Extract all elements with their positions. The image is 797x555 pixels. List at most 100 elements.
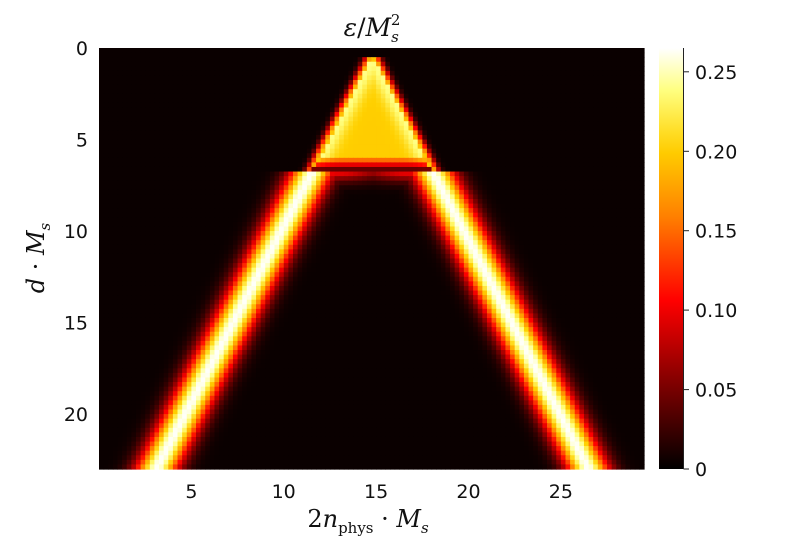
heatmap-cell xyxy=(463,107,470,113)
heatmap-cell xyxy=(417,125,423,131)
heatmap-cell xyxy=(440,125,446,131)
heatmap-cell xyxy=(288,61,294,67)
heatmap-cell xyxy=(242,48,248,54)
heatmap-cell xyxy=(279,203,285,209)
heatmap-cell xyxy=(413,203,419,209)
heatmap-cell xyxy=(394,162,400,168)
heatmap-cell xyxy=(325,107,331,113)
heatmap-cell xyxy=(191,98,197,104)
heatmap-cell xyxy=(260,52,266,58)
heatmap-cell xyxy=(117,240,123,246)
heatmap-cell xyxy=(357,116,363,122)
heatmap-cell xyxy=(260,189,266,196)
heatmap-cell xyxy=(468,194,474,200)
heatmap-cell xyxy=(163,130,169,136)
heatmap-cell xyxy=(343,221,350,228)
heatmap-cell xyxy=(103,144,109,150)
heatmap-cell xyxy=(209,93,216,99)
heatmap-cell xyxy=(403,102,410,109)
heatmap-cell xyxy=(560,112,567,118)
heatmap-cell xyxy=(440,112,446,118)
heatmap-cell xyxy=(274,139,280,145)
heatmap-cell xyxy=(473,80,479,86)
heatmap-cell xyxy=(519,199,525,205)
heatmap-cell xyxy=(611,112,617,118)
heatmap-cell xyxy=(486,57,493,63)
heatmap-cell xyxy=(182,166,188,173)
heatmap-cell xyxy=(602,125,608,131)
heatmap-cell xyxy=(306,112,313,118)
heatmap-cell xyxy=(334,121,340,127)
heatmap-cell xyxy=(191,102,197,109)
heatmap-cell xyxy=(366,116,373,122)
heatmap-cell xyxy=(445,130,451,136)
heatmap-cell xyxy=(486,176,493,182)
heatmap-cell xyxy=(611,217,617,223)
heatmap-cell xyxy=(348,171,354,177)
heatmap-cell xyxy=(122,226,128,232)
heatmap-cell xyxy=(560,157,567,164)
heatmap-cell xyxy=(505,134,511,141)
heatmap-cell xyxy=(620,194,627,200)
heatmap-cell xyxy=(528,89,534,95)
heatmap-cell xyxy=(500,180,507,186)
heatmap-cell xyxy=(140,102,146,109)
heatmap-cell xyxy=(417,153,423,159)
heatmap-cell xyxy=(325,121,331,127)
heatmap-cell xyxy=(242,102,248,109)
heatmap-cell xyxy=(486,139,493,145)
heatmap-cell xyxy=(329,235,336,241)
heatmap-cell xyxy=(560,185,567,191)
heatmap-cell xyxy=(528,66,534,72)
heatmap-cell xyxy=(510,185,516,191)
heatmap-cell xyxy=(547,61,553,67)
heatmap-cell xyxy=(431,66,437,72)
heatmap-cell xyxy=(302,61,308,67)
heatmap-cell xyxy=(523,98,530,104)
heatmap-cell xyxy=(219,199,225,205)
heatmap-cell xyxy=(473,130,479,136)
heatmap-cell xyxy=(413,107,419,113)
heatmap-cell xyxy=(140,70,146,77)
heatmap-cell xyxy=(422,171,428,177)
heatmap-cell xyxy=(274,221,280,228)
heatmap-cell xyxy=(551,84,557,90)
heatmap-cell xyxy=(588,48,594,54)
heatmap-cell xyxy=(463,125,470,131)
heatmap-cell xyxy=(491,102,497,109)
heatmap-cell xyxy=(343,98,350,104)
heatmap-cell xyxy=(274,130,280,136)
heatmap-cell xyxy=(232,139,239,145)
heatmap-cell xyxy=(122,98,128,104)
heatmap-cell xyxy=(486,75,493,81)
heatmap-cell xyxy=(431,171,437,177)
heatmap-cell xyxy=(302,134,308,141)
heatmap-cell xyxy=(542,212,548,218)
heatmap-cell xyxy=(597,221,604,228)
heatmap-cell xyxy=(366,221,373,228)
heatmap-cell xyxy=(547,226,553,232)
heatmap-cell xyxy=(583,194,590,200)
heatmap-cell xyxy=(510,199,516,205)
heatmap-cell xyxy=(570,157,576,164)
heatmap-cell xyxy=(140,240,146,246)
heatmap-cell xyxy=(436,203,442,209)
heatmap-cell xyxy=(445,84,451,90)
heatmap-cell xyxy=(108,52,114,58)
heatmap-cell xyxy=(131,166,137,173)
heatmap-cell xyxy=(325,231,331,237)
heatmap-cell xyxy=(108,93,114,99)
heatmap-cell xyxy=(500,231,507,237)
heatmap-cell xyxy=(547,176,553,182)
heatmap-cell xyxy=(329,130,336,136)
heatmap-cell xyxy=(362,153,368,159)
heatmap-cell xyxy=(292,75,299,81)
heatmap-cell xyxy=(371,221,377,228)
heatmap-cell xyxy=(362,98,368,104)
heatmap-cell xyxy=(246,89,253,95)
heatmap-cell xyxy=(108,194,114,200)
heatmap-cell xyxy=(343,75,350,81)
heatmap-cell xyxy=(574,166,580,173)
heatmap-cell xyxy=(533,112,539,118)
heatmap-cell xyxy=(325,116,331,122)
